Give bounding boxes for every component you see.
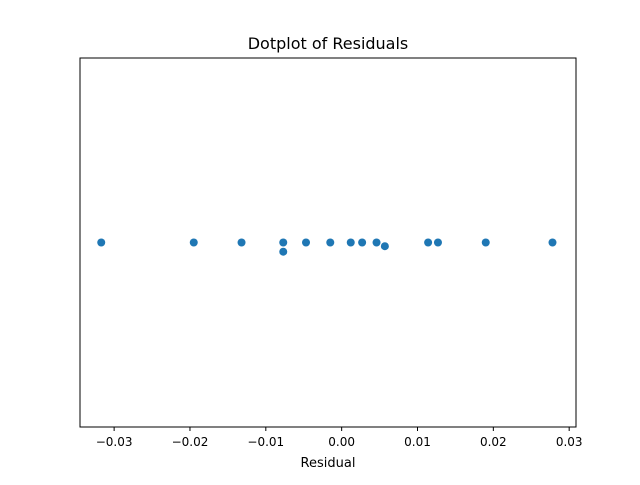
data-point xyxy=(548,238,557,247)
x-tick-label: 0.03 xyxy=(556,435,583,449)
data-point xyxy=(358,238,367,247)
x-tick-label: −0.02 xyxy=(172,435,209,449)
data-point xyxy=(302,238,311,247)
x-tick-label: 0.02 xyxy=(480,435,507,449)
x-tick-label: −0.01 xyxy=(247,435,284,449)
x-tick-label: 0.01 xyxy=(404,435,431,449)
data-point xyxy=(326,238,335,247)
x-tick-label: 0.00 xyxy=(328,435,355,449)
data-point xyxy=(189,238,198,247)
axes-frame xyxy=(79,57,577,428)
data-point xyxy=(433,238,442,247)
data-point xyxy=(279,238,288,247)
data-point xyxy=(237,238,246,247)
data-point xyxy=(372,238,381,247)
data-point xyxy=(481,238,490,247)
x-tick-label: −0.03 xyxy=(96,435,133,449)
data-point xyxy=(424,238,433,247)
data-point xyxy=(346,238,355,247)
data-point xyxy=(279,247,288,256)
x-axis-label: Residual xyxy=(301,456,356,471)
data-points xyxy=(97,238,557,256)
x-axis-ticks: −0.03 −0.02 −0.01 0.00 0.01 0.02 0.03 xyxy=(96,427,583,449)
plot-area: −0.03 −0.02 −0.01 0.00 0.01 0.02 0.03 xyxy=(79,57,583,449)
chart-title: Dotplot of Residuals xyxy=(248,34,409,53)
data-point xyxy=(380,242,389,251)
data-point xyxy=(97,238,106,247)
